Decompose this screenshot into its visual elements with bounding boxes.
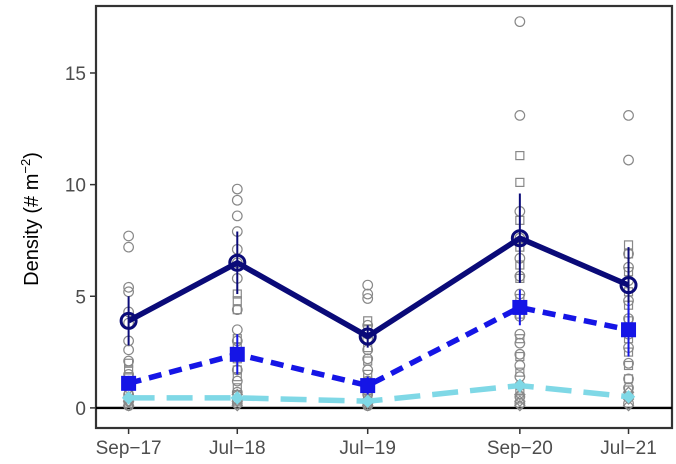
raw-point-circle-0-7	[123, 344, 135, 356]
series-2-point-1	[230, 391, 244, 405]
raw-point-circle-0-8	[123, 355, 135, 367]
raw-point-square-3-8	[515, 334, 525, 344]
series-1-point-2	[360, 378, 376, 394]
raw-point-circle-1-8	[231, 324, 243, 336]
raw-point-circle-3-9	[514, 337, 526, 349]
x-tick-label-0: Sep−17	[96, 438, 162, 459]
raw-point-diamond-1-2	[231, 399, 244, 412]
raw-point-square-3-9	[515, 351, 525, 362]
raw-point-square-3-10	[515, 367, 525, 377]
x-tick-label-4: Jul−21	[600, 438, 657, 459]
raw-point-circle-1-7	[231, 304, 243, 316]
series-line-1	[127, 304, 630, 389]
series-0-point-4	[619, 276, 638, 295]
series-1-point-3	[512, 299, 528, 315]
x-tick-label-2: Jul−19	[339, 438, 396, 459]
raw-point-circle-3-11	[514, 360, 526, 371]
raw-point-square-0-0	[124, 358, 134, 368]
y-axis-title: Density (# m−2)	[18, 152, 43, 286]
series-2-point-0	[121, 391, 136, 405]
series-0-point-2	[358, 327, 377, 346]
raw-point-circle-2-7	[362, 353, 374, 365]
raw-point-square-1-1	[232, 296, 242, 306]
raw-point-square-3-1	[515, 177, 525, 187]
series-1-point-1	[229, 346, 245, 362]
series-0-point-1	[228, 253, 247, 272]
raw-point-square-4-9	[623, 374, 634, 384]
raw-point-diamond-4-2	[622, 399, 635, 412]
raw-point-diamond-3-1	[514, 388, 526, 401]
raw-point-diamond-0-2	[122, 399, 135, 412]
raw-point-circle-1-2	[231, 210, 243, 222]
raw-point-square-2-3	[363, 356, 373, 366]
series-0-point-3	[510, 229, 529, 248]
raw-point-square-3-0	[515, 150, 525, 161]
raw-point-circle-3-15	[514, 398, 526, 409]
raw-point-circle-0-2	[123, 281, 135, 293]
x-tick-label-3: Sep−20	[487, 438, 553, 459]
raw-point-diamond-3-3	[514, 399, 526, 412]
raw-point-circle-4-9	[623, 357, 634, 369]
raw-point-circle-3-8	[514, 328, 526, 340]
series-0-point-0	[119, 311, 138, 330]
raw-point-square-1-2	[232, 305, 242, 315]
series-1-point-4	[621, 322, 637, 338]
series-line-2	[128, 382, 629, 404]
plot-frame	[94, 4, 674, 430]
series-2-point-2	[360, 394, 375, 408]
y-tick-label-10: 10	[65, 176, 86, 197]
series-2-point-3	[513, 378, 527, 393]
raw-point-circle-2-2	[362, 293, 374, 304]
x-tick-label-1: Jul−18	[209, 438, 266, 459]
series-2-point-4	[621, 390, 636, 404]
y-tick-label-15: 15	[65, 64, 86, 85]
raw-point-circle-4-1	[623, 154, 634, 166]
raw-point-circle-3-0	[514, 16, 526, 28]
raw-point-square-3-12	[515, 394, 525, 404]
raw-point-diamond-3-2	[514, 395, 526, 408]
raw-point-circle-3-1	[514, 110, 526, 121]
raw-point-circle-2-1	[362, 288, 374, 300]
raw-point-circle-1-1	[231, 194, 243, 206]
raw-point-square-4-8	[623, 360, 634, 371]
series-1-point-0	[121, 375, 137, 391]
raw-point-square-0-1	[124, 365, 134, 375]
raw-point-circle-0-1	[123, 241, 135, 253]
raw-point-circle-4-0	[623, 110, 634, 121]
raw-point-circle-4-10	[623, 373, 634, 385]
raw-point-circle-2-0	[362, 279, 374, 291]
raw-point-square-2-0	[363, 316, 373, 326]
series-line-0	[127, 235, 630, 340]
raw-point-circle-1-12	[231, 375, 243, 387]
raw-point-circle-0-0	[123, 230, 135, 242]
raw-point-circle-1-0	[231, 183, 243, 195]
y-tick-label-0: 0	[75, 399, 86, 420]
y-tick-label-5: 5	[75, 287, 86, 308]
raw-point-circle-3-10	[514, 348, 526, 360]
